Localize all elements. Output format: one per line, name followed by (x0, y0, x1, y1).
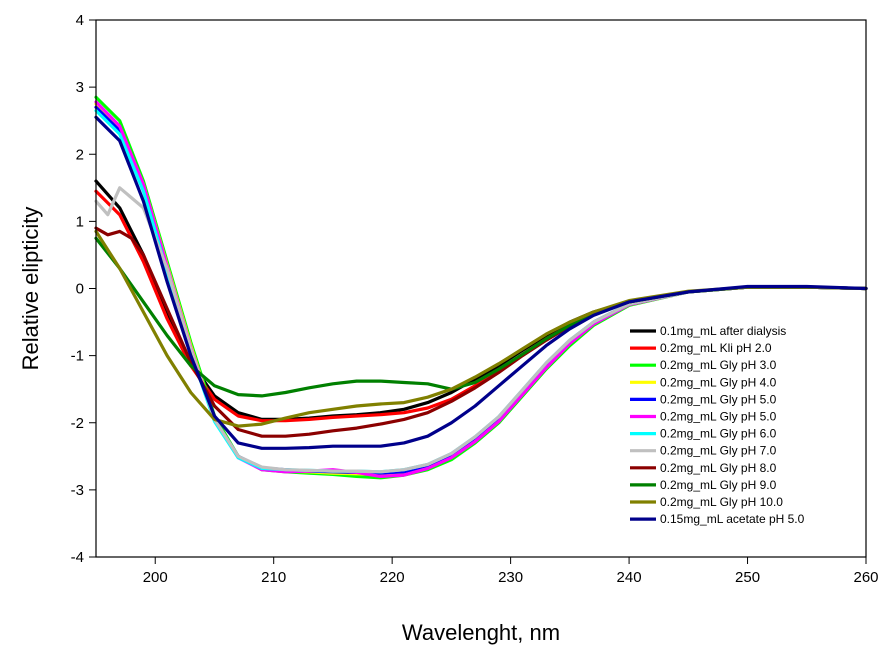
x-tick-label: 260 (853, 569, 878, 586)
y-tick-label: 0 (76, 281, 84, 298)
y-tick-label: 4 (76, 12, 84, 29)
series-lines (94, 95, 868, 480)
y-tick-label: 2 (76, 146, 84, 163)
x-tick-label: 240 (617, 569, 642, 586)
y-tick-label: -3 (71, 482, 84, 499)
legend-label: 0.2mg_mL Gly pH 5.0 (660, 410, 777, 424)
x-tick-label: 200 (143, 569, 168, 586)
series-line-8 (94, 186, 868, 474)
x-axis: 200 210 220 230 240 250 260 (143, 557, 879, 586)
x-tick-label: 250 (735, 569, 760, 586)
legend-label: 0.2mg_mL Kli pH 2.0 (660, 341, 772, 355)
x-axis-title: Wavelenght, nm (402, 620, 560, 645)
y-tick-label: -2 (71, 415, 84, 432)
x-tick-label: 230 (498, 569, 523, 586)
y-tick-label: -4 (71, 549, 84, 566)
legend-label: 0.2mg_mL Gly pH 3.0 (660, 358, 777, 372)
legend-label: 0.1mg_mL after dialysis (660, 324, 786, 338)
y-tick-label: -1 (71, 348, 84, 365)
legend-label: 0.2mg_mL Gly pH 7.0 (660, 444, 777, 458)
y-axis-title: Relative elipticity (18, 207, 43, 371)
legend: 0.1mg_mL after dialysis 0.2mg_mL Kli pH 2… (630, 324, 805, 526)
legend-label: 0.15mg_mL acetate pH 5.0 (660, 512, 805, 526)
legend-label: 0.2mg_mL Gly pH 9.0 (660, 478, 777, 492)
y-axis: -4 -3 -2 -1 0 1 2 3 4 (71, 12, 96, 566)
series-line-12 (94, 115, 868, 450)
legend-label: 0.2mg_mL Gly pH 6.0 (660, 427, 777, 441)
y-tick-label: 3 (76, 79, 84, 96)
x-tick-label: 220 (380, 569, 405, 586)
x-tick-label: 210 (261, 569, 286, 586)
legend-label: 0.2mg_mL Gly pH 8.0 (660, 461, 777, 475)
series-line-11 (94, 229, 868, 428)
y-tick-label: 1 (76, 213, 84, 230)
legend-label: 0.2mg_mL Gly pH 4.0 (660, 375, 777, 389)
legend-label: 0.2mg_mL Gly pH 10.0 (660, 495, 783, 509)
legend-label: 0.2mg_mL Gly pH 5.0 (660, 392, 777, 406)
